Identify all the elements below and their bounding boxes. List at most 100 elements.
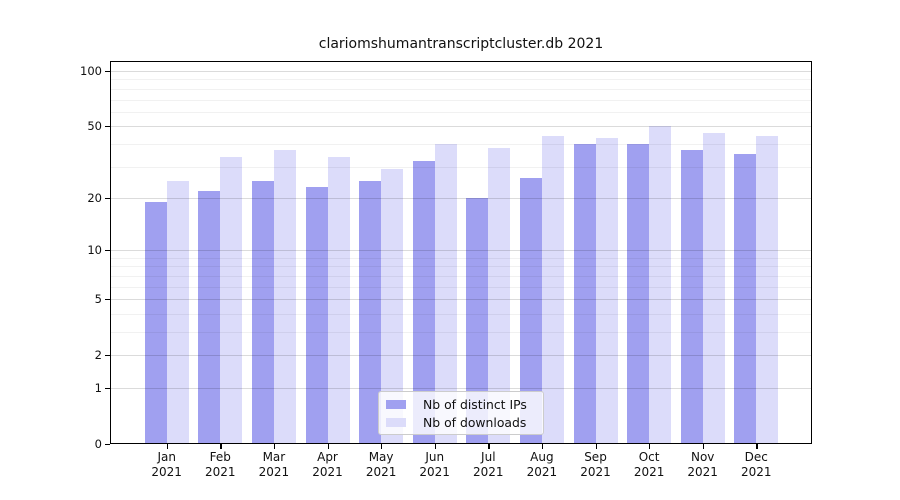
y-tick-100	[105, 71, 110, 73]
bar-nov-distinct-ips	[680, 150, 703, 444]
gridline-50	[110, 126, 812, 128]
y-tick-10	[105, 250, 110, 252]
x-tick-label-aug: Aug 2021	[514, 450, 570, 480]
x-tick-jan	[166, 444, 168, 449]
gridline-minor-3	[110, 332, 812, 333]
y-tick-label-50: 50	[87, 119, 102, 134]
x-tick-apr	[327, 444, 329, 449]
gridline-minor-4	[110, 313, 812, 315]
x-label-year: 2021	[205, 465, 236, 479]
x-tick-jul	[488, 444, 490, 449]
bar-apr-distinct-ips	[305, 187, 328, 444]
legend-label-downloads: Nb of downloads	[423, 414, 527, 430]
x-label-year: 2021	[580, 465, 611, 479]
x-tick-label-dec: Dec 2021	[728, 450, 784, 480]
legend: Nb of distinct IPs Nb of downloads	[378, 391, 544, 435]
bar-apr-downloads	[327, 156, 350, 444]
bar-may-distinct-ips	[359, 180, 382, 444]
legend-swatch-downloads	[386, 417, 406, 427]
x-label-month: May	[368, 450, 394, 464]
legend-item-downloads: Nb of downloads	[386, 415, 543, 430]
x-label-month: Sep	[584, 450, 607, 464]
x-label-month: Jun	[425, 450, 445, 464]
x-tick-label-oct: Oct 2021	[621, 450, 677, 480]
x-tick-dec	[756, 444, 758, 449]
x-tick-label-jun: Jun 2021	[407, 450, 463, 480]
gridline-minor-9	[110, 257, 812, 259]
x-tick-label-may: May 2021	[353, 450, 409, 480]
bar-aug-downloads	[541, 136, 564, 444]
y-tick-0	[105, 444, 110, 446]
x-label-month: Jul	[481, 450, 496, 464]
legend-label-distinct-ips: Nb of distinct IPs	[423, 396, 527, 412]
x-tick-sep	[595, 444, 597, 449]
gridline-minor-60	[110, 111, 812, 113]
y-tick-20	[105, 197, 110, 200]
gridline-minor-8	[110, 266, 812, 268]
gridline-minor-6	[110, 286, 812, 288]
bar-feb-distinct-ips	[198, 190, 221, 444]
x-tick-label-apr: Apr 2021	[300, 450, 356, 480]
chart-title: clariomshumantranscriptcluster.db 2021	[318, 36, 604, 52]
gridline-minor-80	[110, 88, 812, 90]
x-tick-jun	[434, 444, 436, 449]
x-label-year: 2021	[687, 465, 718, 479]
bar-sep-distinct-ips	[573, 143, 596, 444]
x-label-year: 2021	[151, 465, 182, 479]
gridline-minor-7	[110, 275, 812, 277]
bar-jun-distinct-ips	[412, 161, 435, 444]
x-tick-nov	[702, 444, 704, 449]
x-tick-label-mar: Mar 2021	[246, 450, 302, 480]
gridline-10	[110, 250, 812, 252]
bar-oct-distinct-ips	[627, 143, 650, 444]
x-tick-may	[381, 444, 383, 449]
y-tick-label-100: 100	[80, 64, 102, 78]
x-label-month: Oct	[638, 450, 660, 464]
legend-item-distinct-ips: Nb of distinct IPs	[386, 397, 543, 412]
bar-mar-downloads	[273, 150, 296, 444]
x-tick-label-feb: Feb 2021	[192, 450, 248, 480]
bar-mar-distinct-ips	[251, 180, 274, 444]
y-tick-label-10: 10	[87, 243, 102, 258]
y-tick-50	[105, 126, 110, 128]
x-label-year: 2021	[741, 465, 772, 479]
x-label-month: Dec	[744, 450, 768, 464]
bar-jul-downloads	[488, 147, 511, 444]
x-label-year: 2021	[419, 465, 450, 479]
bar-aug-distinct-ips	[519, 177, 542, 444]
bar-dec-distinct-ips	[734, 154, 757, 444]
gridline-minor-70	[110, 99, 812, 101]
x-label-month: Feb	[209, 450, 231, 464]
spine-right	[810, 61, 812, 444]
spine-left	[110, 61, 112, 444]
x-tick-label-sep: Sep 2021	[568, 450, 624, 480]
x-tick-feb	[220, 444, 222, 449]
y-tick-label-1: 1	[94, 381, 102, 395]
bar-jan-downloads	[166, 180, 189, 444]
bar-dec-downloads	[756, 136, 779, 444]
bar-jan-distinct-ips	[144, 201, 167, 444]
x-tick-label-nov: Nov 2021	[675, 450, 731, 480]
y-tick-label-2: 2	[94, 348, 102, 363]
gridline-minor-90	[110, 79, 812, 81]
bar-nov-downloads	[702, 132, 725, 444]
bar-jun-downloads	[434, 143, 457, 444]
plot-area	[110, 61, 812, 444]
x-tick-oct	[649, 444, 651, 449]
x-tick-label-jan: Jan 2021	[139, 450, 195, 480]
y-tick-2	[105, 355, 110, 357]
spine-top	[110, 61, 812, 63]
x-label-year: 2021	[365, 465, 397, 479]
y-tick-label-20: 20	[87, 190, 102, 205]
y-tick-1	[105, 388, 110, 390]
gridline-2	[110, 355, 812, 357]
x-label-year: 2021	[633, 465, 665, 479]
y-tick-label-0: 0	[94, 437, 102, 451]
gridline-5	[110, 299, 812, 301]
legend-swatch-distinct-ips	[386, 399, 406, 409]
x-label-month: Jan	[157, 450, 176, 464]
bar-jul-distinct-ips	[466, 197, 489, 444]
x-label-month: Nov	[690, 450, 715, 464]
spine-bottom	[110, 442, 812, 444]
